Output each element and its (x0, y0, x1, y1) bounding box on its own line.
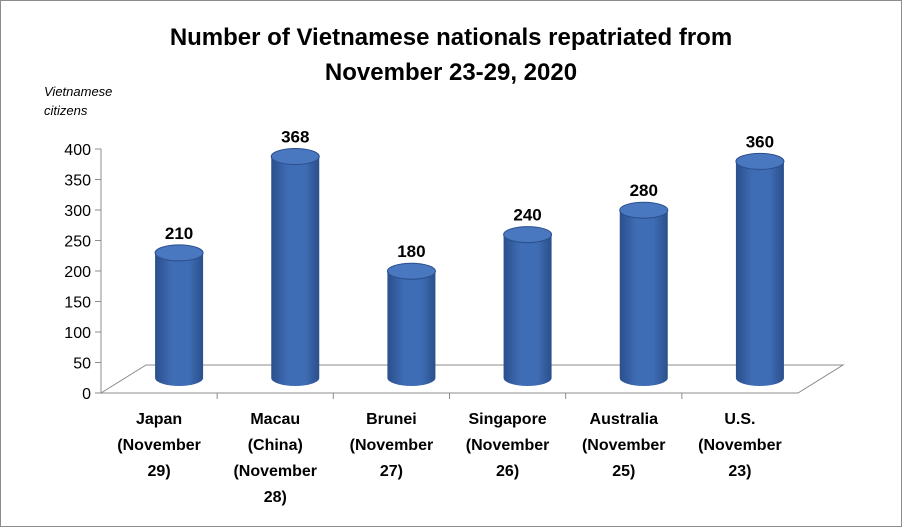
y-tick-label: 400 (64, 142, 91, 159)
y-axis-label-line-2: citizens (44, 103, 88, 118)
x-tick-label: 29) (148, 463, 171, 480)
y-tick-label: 50 (73, 356, 91, 373)
x-tick-label: (November (350, 437, 434, 454)
y-tick-label: 150 (64, 295, 91, 312)
y-tick-label: 0 (82, 386, 91, 403)
x-tick-label: 23) (728, 463, 751, 480)
bar (503, 226, 553, 386)
y-tick-label: 300 (64, 203, 91, 220)
x-tick-label: Japan (136, 411, 182, 428)
y-tick-label: 200 (64, 264, 91, 281)
bar-top-cap (270, 148, 320, 166)
x-tick-label: Australia (590, 411, 659, 428)
chart-title-line-1: Number of Vietnamese nationals repatriat… (169, 24, 733, 51)
bar-body (619, 210, 668, 386)
x-tick-label: (November (698, 437, 782, 454)
data-label: 180 (397, 242, 425, 261)
bar-body (503, 234, 552, 386)
x-tick-label: (November (117, 437, 201, 454)
bar-body (155, 252, 204, 386)
data-label: 360 (746, 132, 774, 151)
x-tick-label: 25) (612, 463, 635, 480)
bar (619, 201, 669, 386)
bar (154, 244, 204, 386)
x-tick-label: Macau (250, 411, 300, 428)
bar-top-cap (154, 244, 204, 262)
plot-floor (99, 364, 845, 394)
bar-top-cap (735, 152, 785, 170)
x-tick-label: 28) (264, 489, 287, 506)
x-tick-label: (November (466, 437, 550, 454)
data-label: 210 (165, 224, 193, 243)
x-tick-label: Singapore (468, 411, 546, 428)
bar-body (387, 271, 436, 386)
x-tick-label: (November (233, 463, 317, 480)
bar (386, 262, 436, 386)
bar-body (271, 156, 320, 386)
x-tick-label: U.S. (724, 411, 755, 428)
data-label: 368 (281, 128, 309, 147)
y-tick-label: 350 (64, 173, 91, 190)
bar-top-cap (386, 262, 436, 280)
x-tick-label: (November (582, 437, 666, 454)
y-axis-label-line-1: Vietnamese (44, 84, 113, 99)
x-tick-label: 26) (496, 463, 519, 480)
bar (735, 152, 785, 386)
chart-title-line-2: November 23-29, 2020 (324, 59, 578, 86)
bar-top-cap (619, 201, 669, 219)
bar (270, 148, 320, 386)
data-label: 280 (630, 181, 658, 200)
x-tick-label: 27) (380, 463, 403, 480)
x-tick-label: Brunei (366, 411, 417, 428)
bar-top-cap (503, 226, 553, 244)
data-label: 240 (513, 206, 541, 225)
y-tick-label: 250 (64, 234, 91, 251)
x-tick-label: (China) (248, 437, 303, 454)
y-tick-label: 100 (64, 325, 91, 342)
bar-body (735, 161, 784, 386)
